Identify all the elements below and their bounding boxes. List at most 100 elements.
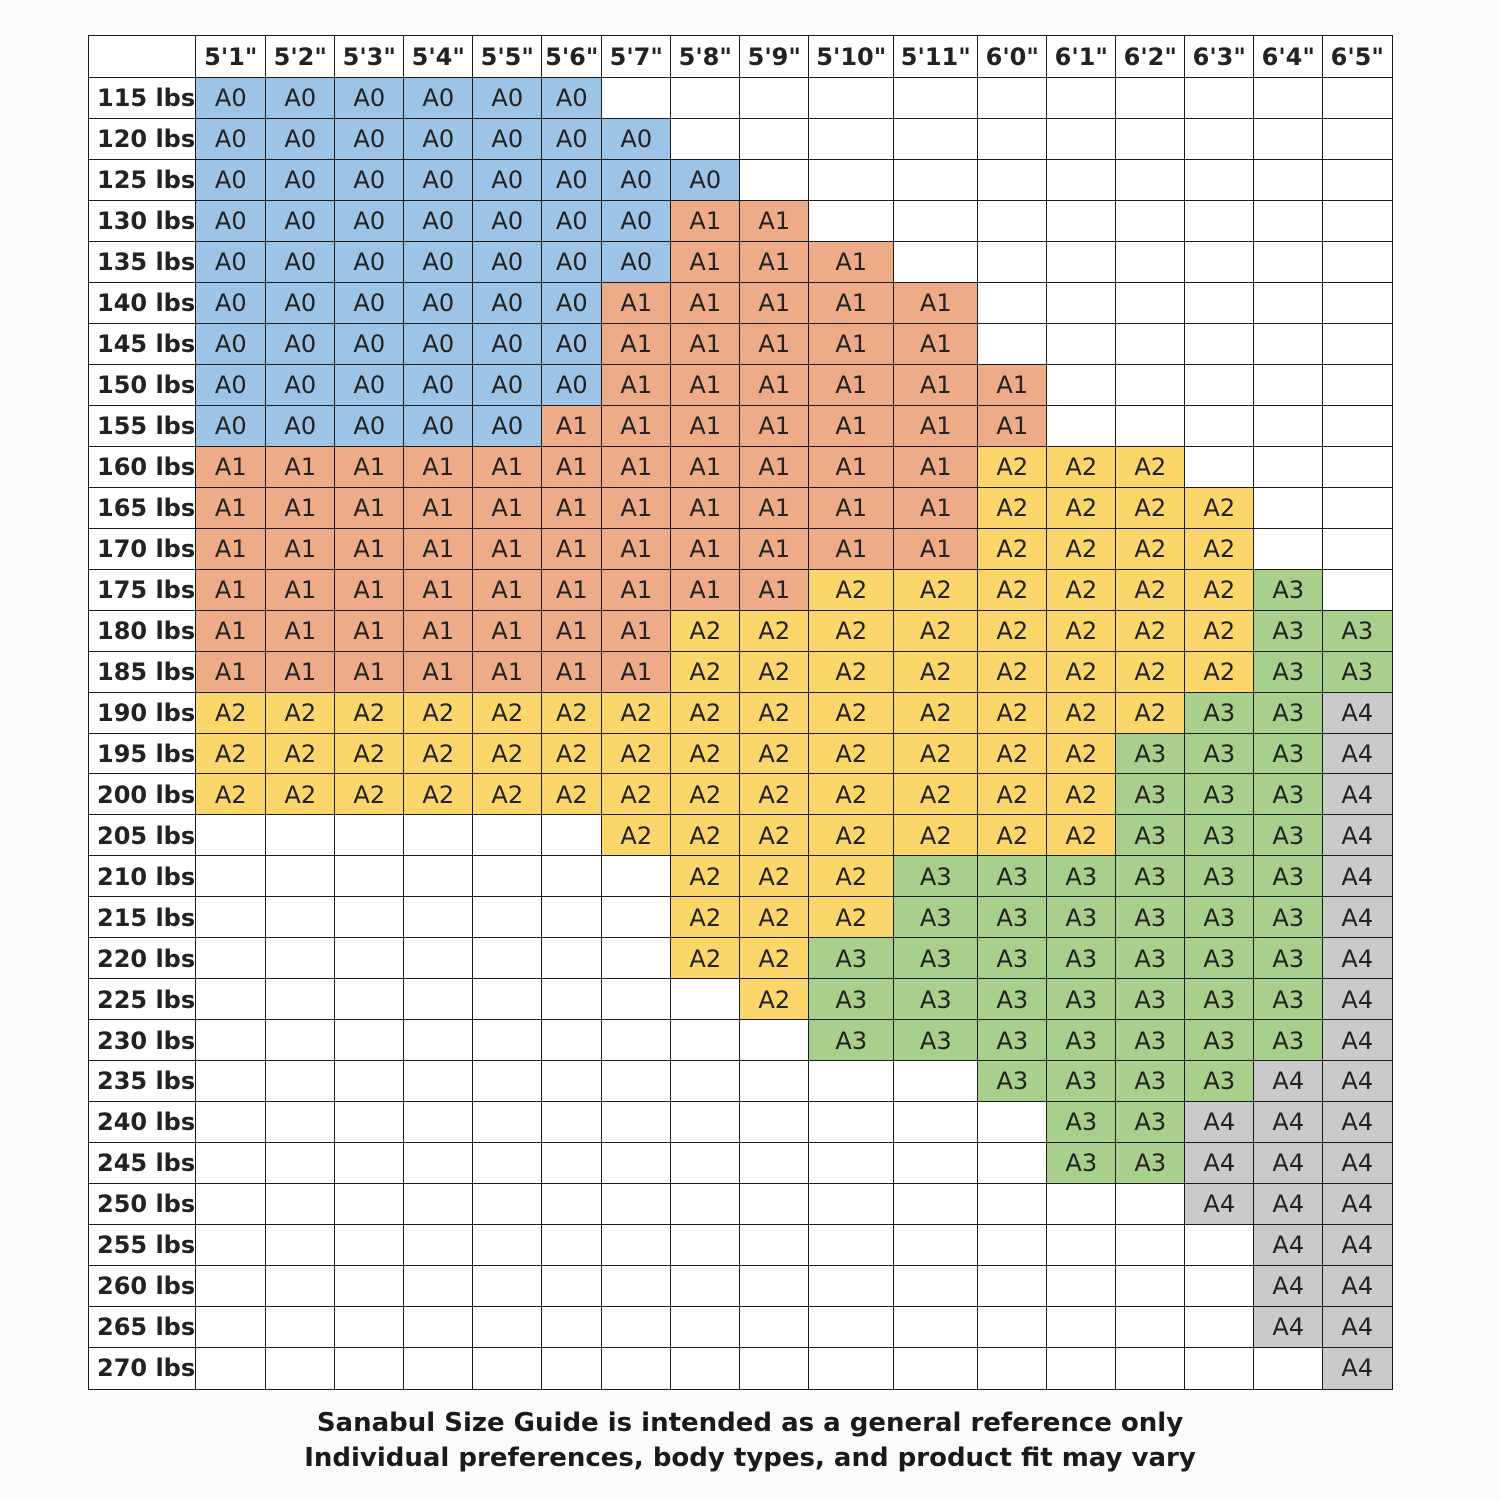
size-cell: A2	[472, 732, 543, 775]
size-cell: A4	[1322, 1347, 1393, 1390]
size-cell: A0	[334, 240, 405, 284]
size-cell: A3	[977, 978, 1048, 1021]
size-cell: A1	[739, 363, 810, 407]
size-cell	[265, 1060, 336, 1103]
size-cell	[893, 77, 979, 120]
size-cell: A1	[541, 609, 603, 653]
size-cell	[541, 814, 603, 857]
size-cell: A1	[403, 486, 474, 530]
size-cell	[601, 1265, 672, 1308]
size-cell: A4	[1253, 1101, 1324, 1144]
size-cell: A2	[808, 691, 895, 734]
size-cell	[1184, 240, 1255, 284]
size-cell: A2	[195, 773, 267, 816]
size-cell	[1046, 404, 1117, 448]
size-cell: A1	[893, 445, 979, 489]
height-header: 6'4"	[1253, 35, 1324, 79]
size-cell: A1	[541, 650, 603, 694]
size-cell	[334, 1060, 405, 1103]
size-cell	[472, 1183, 543, 1226]
size-cell	[334, 1183, 405, 1226]
size-cell	[977, 1101, 1048, 1144]
size-cell	[1253, 527, 1324, 571]
size-cell: A1	[403, 650, 474, 694]
size-cell: A0	[195, 363, 267, 407]
size-cell	[977, 199, 1048, 243]
size-cell: A2	[893, 650, 979, 694]
size-cell: A4	[1253, 1306, 1324, 1349]
size-cell	[334, 814, 405, 857]
size-cell	[893, 158, 979, 202]
size-cell: A0	[265, 322, 336, 366]
size-cell: A0	[265, 363, 336, 407]
size-cell	[739, 1142, 810, 1185]
size-cell: A4	[1322, 1142, 1393, 1185]
size-cell: A3	[893, 978, 979, 1021]
size-cell	[1322, 527, 1393, 571]
size-cell	[472, 1347, 543, 1390]
size-cell	[195, 1019, 267, 1062]
size-cell: A2	[1046, 650, 1117, 694]
size-cell	[1046, 1183, 1117, 1226]
size-cell: A0	[334, 117, 405, 161]
size-cell: A3	[1115, 978, 1186, 1021]
size-cell: A2	[1046, 486, 1117, 530]
size-cell: A0	[195, 322, 267, 366]
size-cell: A3	[1253, 732, 1324, 775]
size-cell	[334, 1142, 405, 1185]
size-cell: A2	[1046, 732, 1117, 775]
size-cell: A2	[739, 937, 810, 980]
size-cell	[977, 1224, 1048, 1267]
size-cell: A2	[334, 732, 405, 775]
size-cell	[1046, 1265, 1117, 1308]
size-cell: A0	[541, 199, 603, 243]
height-header: 5'11"	[893, 35, 979, 79]
size-cell: A1	[265, 609, 336, 653]
size-cell: A2	[195, 691, 267, 734]
size-cell	[739, 117, 810, 161]
size-cell: A3	[977, 896, 1048, 939]
size-cell	[1115, 199, 1186, 243]
size-cell	[334, 1019, 405, 1062]
size-cell	[1322, 158, 1393, 202]
size-cell: A2	[472, 773, 543, 816]
height-header: 6'5"	[1322, 35, 1393, 79]
size-cell: A1	[265, 486, 336, 530]
size-cell: A0	[403, 77, 474, 120]
size-cell: A2	[1115, 650, 1186, 694]
size-cell: A2	[334, 773, 405, 816]
size-cell	[1322, 240, 1393, 284]
size-cell	[1322, 322, 1393, 366]
size-cell	[1253, 404, 1324, 448]
size-cell	[541, 1101, 603, 1144]
size-cell	[670, 1306, 741, 1349]
size-cell: A3	[1253, 773, 1324, 816]
size-cell	[541, 1265, 603, 1308]
size-cell	[541, 978, 603, 1021]
size-cell	[1253, 281, 1324, 325]
size-cell: A2	[601, 814, 672, 857]
size-cell: A4	[1184, 1142, 1255, 1185]
size-cell	[195, 1306, 267, 1349]
size-cell: A0	[334, 158, 405, 202]
size-cell: A2	[541, 773, 603, 816]
size-cell	[1184, 117, 1255, 161]
size-cell	[403, 1101, 474, 1144]
size-cell: A1	[472, 445, 543, 489]
size-cell: A0	[472, 322, 543, 366]
size-cell: A4	[1322, 1060, 1393, 1103]
size-cell: A3	[808, 978, 895, 1021]
size-cell: A3	[893, 1019, 979, 1062]
size-cell: A2	[403, 773, 474, 816]
size-cell	[195, 978, 267, 1021]
size-cell: A0	[334, 363, 405, 407]
size-cell: A2	[808, 814, 895, 857]
weight-label: 160 lbs	[88, 445, 197, 489]
weight-label: 125 lbs	[88, 158, 197, 202]
size-cell	[403, 937, 474, 980]
size-cell: A3	[893, 855, 979, 898]
size-cell: A3	[1184, 1060, 1255, 1103]
height-header: 6'2"	[1115, 35, 1186, 79]
size-cell: A0	[541, 77, 603, 120]
size-cell: A2	[977, 691, 1048, 734]
